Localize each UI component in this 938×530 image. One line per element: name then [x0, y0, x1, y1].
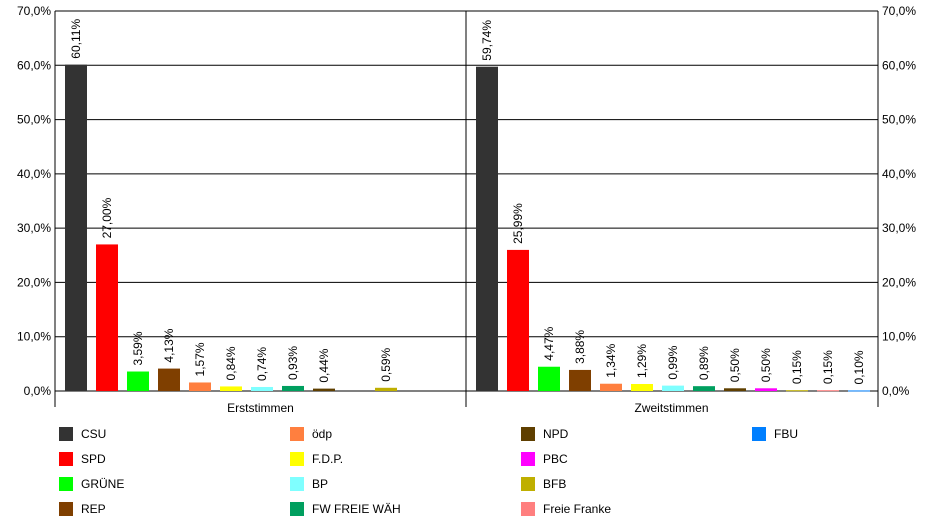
legend-swatch — [290, 502, 304, 516]
legend-label: NPD — [543, 427, 569, 441]
legend-label: BFB — [543, 477, 566, 491]
legend-swatch — [521, 452, 535, 466]
data-label: 1,29% — [635, 344, 649, 378]
data-label: 0,15% — [790, 350, 804, 384]
data-label: 60,11% — [69, 19, 83, 59]
bar — [755, 388, 777, 391]
bar — [724, 388, 746, 391]
data-label: 4,47% — [542, 326, 556, 360]
bar — [251, 386, 273, 391]
bar — [220, 386, 242, 391]
legend-label: F.D.P. — [312, 452, 343, 466]
y-tick-label-right: 50,0% — [882, 113, 916, 127]
y-tick-label-left: 30,0% — [17, 221, 51, 235]
y-tick-label-right: 40,0% — [882, 167, 916, 181]
bar — [631, 383, 653, 391]
category-label: Zweitstimmen — [634, 401, 708, 415]
legend-label: CSU — [81, 427, 106, 441]
legend-swatch — [521, 427, 535, 441]
legend-label: FBU — [774, 427, 798, 441]
data-label: 1,34% — [604, 343, 618, 377]
bar — [158, 368, 180, 391]
data-label: 0,59% — [379, 347, 393, 381]
category-label: Erststimmen — [227, 401, 294, 415]
y-tick-label-right: 70,0% — [882, 4, 916, 18]
legend-swatch — [59, 427, 73, 441]
bar — [127, 371, 149, 391]
y-tick-label-right: 30,0% — [882, 221, 916, 235]
y-tick-label-right: 60,0% — [882, 58, 916, 72]
data-label: 59,74% — [480, 20, 494, 61]
legend-swatch — [521, 502, 535, 516]
bar — [600, 383, 622, 391]
legend-label: ödp — [312, 427, 332, 441]
legend-swatch — [752, 427, 766, 441]
legend-swatch — [290, 452, 304, 466]
legend-label: SPD — [81, 452, 106, 466]
data-label: 3,88% — [573, 330, 587, 364]
data-label: 3,59% — [131, 331, 145, 365]
data-label: 0,99% — [666, 345, 680, 379]
bar — [189, 382, 211, 391]
data-label: 0,84% — [224, 346, 238, 380]
data-label: 1,57% — [193, 342, 207, 376]
bar — [375, 387, 397, 391]
y-tick-label-right: 10,0% — [882, 330, 916, 344]
legend-label: BP — [312, 477, 328, 491]
y-tick-label-left: 70,0% — [17, 4, 51, 18]
bar — [96, 244, 118, 391]
legend-swatch — [59, 452, 73, 466]
bar — [476, 66, 498, 391]
legend-label: PBC — [543, 452, 568, 466]
data-label: 0,44% — [317, 348, 331, 382]
y-tick-label-left: 0,0% — [24, 384, 52, 398]
bar — [693, 386, 715, 391]
data-label: 0,50% — [759, 348, 773, 382]
data-label: 0,10% — [852, 350, 866, 384]
y-tick-label-left: 40,0% — [17, 167, 51, 181]
y-tick-label-left: 60,0% — [17, 58, 51, 72]
legend-swatch — [59, 502, 73, 516]
y-tick-label-left: 10,0% — [17, 330, 51, 344]
bar — [817, 390, 839, 392]
legend-swatch — [59, 477, 73, 491]
bar — [313, 388, 335, 391]
data-label: 4,13% — [162, 328, 176, 362]
y-tick-label-left: 50,0% — [17, 113, 51, 127]
legend-label: GRÜNE — [81, 477, 124, 491]
bar — [507, 249, 529, 391]
data-label: 0,74% — [255, 347, 269, 381]
data-label: 0,15% — [821, 350, 835, 384]
legend-swatch — [290, 477, 304, 491]
y-tick-label-right: 0,0% — [882, 384, 910, 398]
data-label: 0,89% — [697, 346, 711, 380]
y-tick-label-left: 20,0% — [17, 275, 51, 289]
bar — [786, 390, 808, 392]
bar — [848, 390, 870, 392]
legend-swatch — [521, 477, 535, 491]
data-label: 0,50% — [728, 348, 742, 382]
legend-label: FW FREIE WÄH — [312, 502, 401, 516]
legend-label: REP — [81, 502, 106, 516]
data-label: 0,93% — [286, 346, 300, 380]
bar — [662, 385, 684, 391]
y-tick-label-right: 20,0% — [882, 275, 916, 289]
legend-label: Freie Franke — [543, 502, 611, 516]
data-label: 27,00% — [100, 197, 114, 238]
data-label: 25,99% — [511, 203, 525, 244]
bar — [65, 64, 87, 391]
legend-swatch — [290, 427, 304, 441]
bar — [538, 366, 560, 391]
bar — [569, 369, 591, 391]
bar — [282, 385, 304, 391]
